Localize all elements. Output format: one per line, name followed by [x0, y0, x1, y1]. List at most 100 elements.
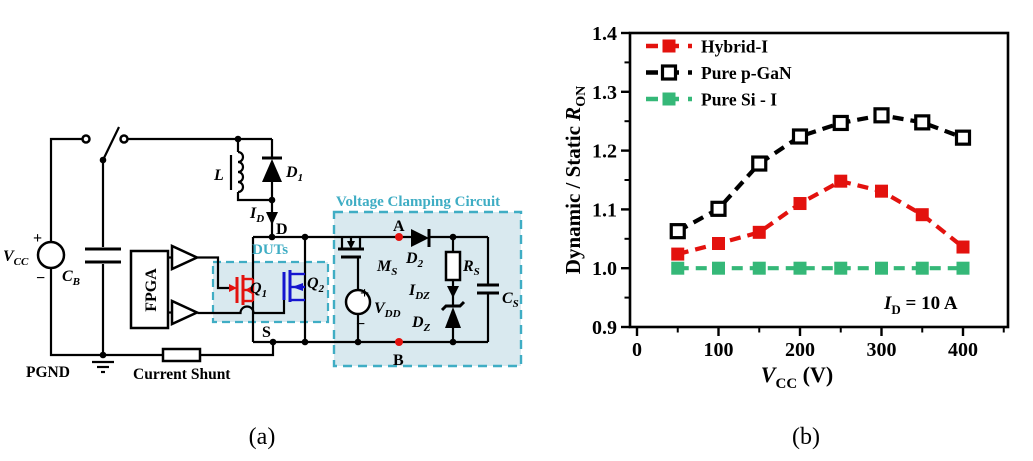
annotation-id: ID = 10 A: [883, 293, 958, 317]
x-tick-label: 0: [632, 339, 642, 361]
circuit-diagram: + − VCC CB PGND Current Shunt L: [3, 126, 523, 383]
ron-chart: 0 100 200 300 400 0.9 1.0 1.1 1.2 1.3 1.4 Hybrid-I P…: [561, 23, 1010, 392]
data-point: [956, 261, 970, 275]
data-point: [752, 261, 766, 275]
data-point: [915, 208, 929, 222]
current-shunt: [161, 347, 202, 363]
idz-current-arrow: [447, 286, 459, 298]
legend-label: Hybrid-I: [701, 37, 768, 57]
y-tick-label: 1.1: [592, 199, 617, 221]
buffer-bottom: [170, 299, 200, 326]
vcc-plus-sign: +: [33, 230, 42, 247]
junction-dots: [99, 135, 457, 359]
zener-dz: DZ: [411, 300, 466, 334]
legend-swatch-marker: [660, 64, 678, 81]
dz-label: DZ: [411, 314, 431, 334]
y-tick-label: 1.2: [592, 141, 617, 163]
q2-body-arrow: [292, 283, 303, 291]
y-tick-label: 1.0: [592, 258, 617, 280]
x-tick-label: 200: [785, 339, 815, 361]
capacitor-cs: CS: [477, 283, 519, 310]
ground-symbol: [92, 360, 114, 374]
node-a-label: A: [393, 218, 405, 235]
rs-label: RS: [462, 258, 480, 278]
data-point: [671, 261, 685, 275]
duts-label: DUTs: [252, 242, 288, 258]
transistor-q1: [235, 275, 255, 305]
caption-a: (a): [248, 424, 276, 450]
data-point: [834, 261, 848, 275]
diode-d2: D2: [405, 229, 431, 270]
legend-swatch-marker: [662, 92, 676, 106]
data-point: [873, 107, 890, 124]
x-tick-label: 300: [867, 339, 897, 361]
ms-label: MS: [376, 258, 397, 278]
legend-label: Pure Si - I: [701, 90, 777, 110]
id-current-arrow: [266, 212, 278, 225]
node-s-label: S: [262, 324, 271, 341]
data-point: [793, 197, 807, 211]
data-point: [791, 128, 809, 145]
plot-border: [628, 31, 1010, 329]
data-point: [712, 237, 725, 251]
x-tick-label: 100: [704, 339, 734, 361]
pgnd-label: PGND: [26, 364, 70, 381]
d1-label: D1: [285, 164, 303, 184]
transistor-q2: [282, 270, 305, 302]
vdd-source: + − VDD: [344, 285, 401, 333]
fpga-box: [129, 249, 170, 330]
x-axis-label: VCC (V): [761, 362, 833, 392]
data-point: [671, 247, 685, 261]
data-point: [914, 114, 931, 131]
resistor-rs: [444, 250, 462, 282]
data-point: [793, 261, 807, 275]
clamp-title: Voltage Clamping Circuit: [336, 194, 500, 210]
vdd-minus-sign: −: [356, 316, 365, 333]
y-tick-label: 0.9: [592, 317, 617, 339]
legend-swatch-marker: [662, 39, 676, 53]
cs-label: CS: [502, 290, 519, 310]
q1-body-arrow: [245, 286, 252, 294]
data-point: [752, 225, 766, 239]
node-b-label: B: [393, 352, 404, 369]
d2-label: D2: [405, 250, 424, 270]
legend-label: Pure p-GaN: [701, 63, 792, 83]
buffer-top: [170, 244, 200, 271]
idz-label: IDZ: [408, 282, 430, 302]
data-point: [834, 174, 848, 188]
q2-label: Q2: [307, 275, 325, 295]
q1-label: Q1: [250, 280, 267, 300]
y-tick-label: 1.4: [592, 23, 617, 45]
ms-body-arrow: [347, 241, 355, 249]
circuit-wires: [49, 137, 490, 357]
y-tick-label: 1.3: [592, 82, 617, 104]
data-point: [710, 200, 727, 217]
fpga-label: FPGA: [143, 268, 160, 312]
data-point: [751, 155, 768, 172]
data-point: [712, 261, 725, 275]
bulk-capacitor: CB: [62, 247, 121, 288]
vdd-label: VDD: [374, 300, 401, 320]
data-point: [832, 114, 849, 132]
vdd-plus-sign: +: [360, 285, 369, 302]
data-point: [669, 223, 686, 240]
data-point: [915, 261, 929, 275]
plot-layer: 0 100 200 300 400 0.9 1.0 1.1 1.2 1.3 1.4 Hybrid-I P…: [592, 23, 1010, 361]
vcc-label: VCC: [3, 248, 29, 268]
data-point: [875, 184, 888, 198]
power-switch: [81, 126, 129, 161]
node-b-dot: [395, 338, 403, 346]
data-point: [956, 240, 970, 254]
series-line-Hybrid-I: [677, 178, 965, 257]
data-point: [954, 129, 972, 146]
id-label: ID: [249, 205, 264, 225]
x-tick-label: 400: [948, 339, 978, 361]
diode-d1: D1: [262, 156, 303, 184]
node-d-label: D: [276, 221, 288, 238]
q1-gate-arrow: [229, 284, 237, 292]
cb-label: CB: [62, 268, 80, 288]
data-point: [875, 261, 888, 275]
inductor: L: [213, 150, 245, 194]
inductor-label: L: [213, 167, 224, 184]
